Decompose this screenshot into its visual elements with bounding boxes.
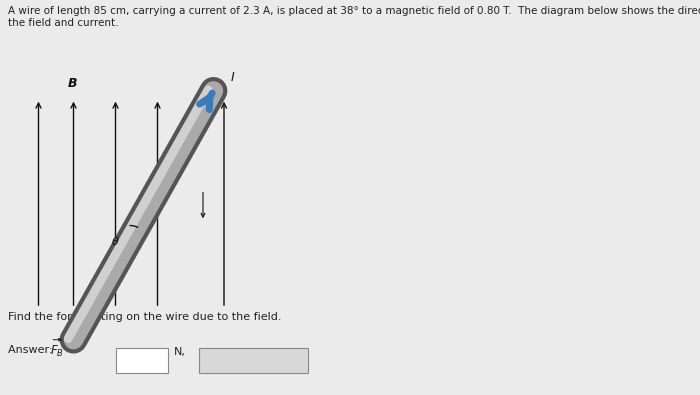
- Text: $\mathit{F_B}$: $\mathit{F_B}$: [50, 344, 64, 359]
- Text: A wire of length 85 cm, carrying a current of 2.3 A, is placed at 38° to a magne: A wire of length 85 cm, carrying a curre…: [8, 6, 700, 16]
- Text: I: I: [231, 71, 234, 84]
- Bar: [199, 348, 308, 373]
- Text: Find the force acting on the wire due to the field.: Find the force acting on the wire due to…: [8, 312, 282, 322]
- Text: the field and current.: the field and current.: [8, 18, 119, 28]
- Text: Answer:: Answer:: [8, 344, 57, 355]
- Text: θ: θ: [112, 237, 119, 247]
- Text: N,: N,: [174, 346, 186, 357]
- Text: =: =: [69, 346, 78, 357]
- Bar: [116, 348, 168, 373]
- Text: B: B: [68, 77, 78, 90]
